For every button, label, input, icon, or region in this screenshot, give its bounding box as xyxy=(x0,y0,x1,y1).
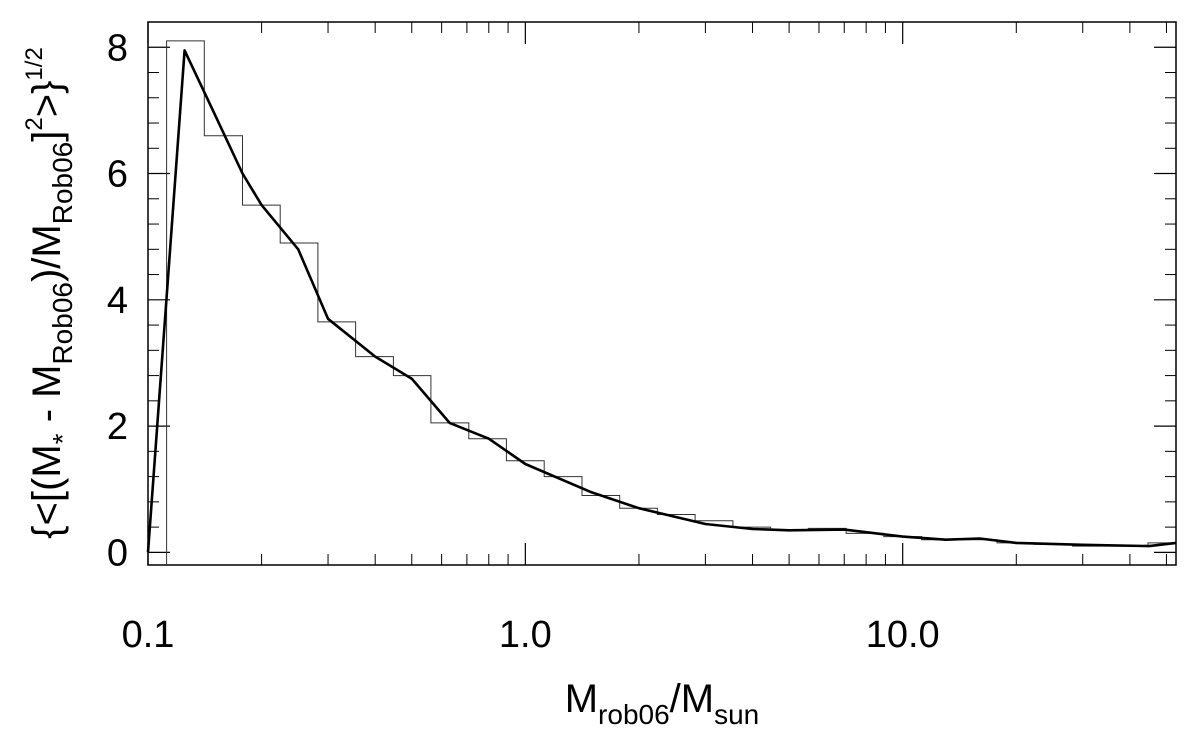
y-tick-label: 4 xyxy=(107,280,128,322)
y-axis-title: {<[(M* - MRob06)/MRob06]2>}1/2 xyxy=(21,47,78,539)
x-axis-title: Mrob06/Msun xyxy=(565,677,760,730)
series xyxy=(146,49,1177,553)
y-tick-label: 2 xyxy=(107,406,128,448)
histogram-steps xyxy=(166,40,1176,565)
x-tick-label: 1.0 xyxy=(499,614,552,656)
series-line xyxy=(146,49,1177,553)
minor-ticks xyxy=(148,21,1176,565)
histogram xyxy=(166,40,1176,565)
y-tick-label: 8 xyxy=(107,27,128,69)
x-tick-label: 0.1 xyxy=(122,614,175,656)
major-ticks xyxy=(147,22,1176,565)
y-tick-label: 0 xyxy=(107,532,128,574)
y-tick-label: 6 xyxy=(107,154,128,196)
tick-labels: 0 2 4 6 8 0.1 1.0 10.0 xyxy=(107,27,940,656)
x-tick-label: 10.0 xyxy=(866,614,940,656)
plot-frame xyxy=(147,21,1177,566)
